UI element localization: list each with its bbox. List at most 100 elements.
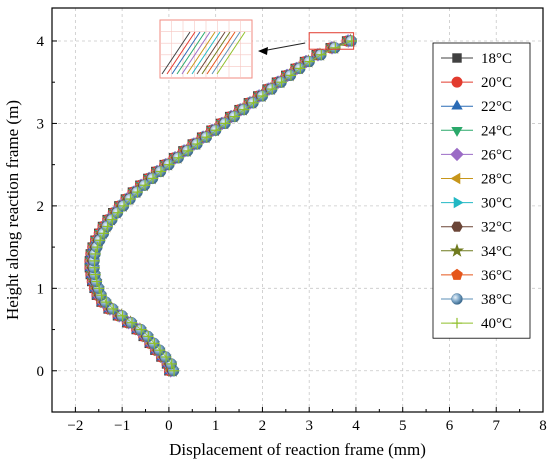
legend-box bbox=[432, 42, 531, 339]
data-point bbox=[257, 90, 269, 102]
data-point bbox=[168, 365, 180, 376]
data-point bbox=[451, 293, 463, 305]
legend-item: 34°C bbox=[441, 243, 512, 260]
data-point bbox=[155, 166, 167, 177]
data-point bbox=[449, 243, 465, 257]
data-point bbox=[451, 127, 463, 137]
data-point bbox=[316, 49, 327, 60]
legend-item: 18°C bbox=[441, 51, 512, 67]
data-point bbox=[229, 111, 241, 122]
y-tick-label: 3 bbox=[37, 116, 45, 132]
inset-series-line bbox=[166, 31, 196, 75]
inset-arrow bbox=[261, 42, 306, 52]
data-point bbox=[295, 63, 306, 74]
data-point bbox=[192, 138, 203, 150]
legend: 18°C 20°C 22°C 24°C 26°C 28°C 30°C 32°C 34°C 36°C… bbox=[432, 42, 531, 339]
x-tick-label: 7 bbox=[492, 418, 500, 434]
legend-item: 30°C bbox=[441, 196, 512, 212]
data-point bbox=[125, 193, 136, 205]
data-point bbox=[450, 147, 464, 162]
data-point bbox=[132, 186, 143, 198]
data-point bbox=[164, 159, 175, 170]
legend-label: 38°C bbox=[481, 292, 512, 308]
data-point bbox=[285, 70, 297, 81]
data-point bbox=[154, 344, 166, 356]
legend-label: 22°C bbox=[481, 99, 512, 115]
legend-item: 32°C bbox=[441, 220, 512, 236]
x-tick-label: 1 bbox=[212, 418, 220, 434]
data-point bbox=[102, 221, 113, 232]
x-tick-label: 5 bbox=[399, 418, 407, 434]
inset-series-line bbox=[171, 31, 201, 75]
ticks: −2 −1 0 1 2 3 4 5 6 7 8 0 1 2 3 4 bbox=[37, 34, 547, 434]
data-point bbox=[98, 228, 110, 239]
y-axis-title: Height along reaction frame (m) bbox=[3, 100, 22, 320]
legend-label: 40°C bbox=[481, 316, 512, 332]
data-point bbox=[220, 118, 231, 129]
data-point bbox=[248, 97, 259, 109]
zoom-inset bbox=[159, 19, 355, 79]
data-point bbox=[166, 358, 177, 370]
y-tick-label: 2 bbox=[37, 199, 45, 215]
legend-item: 38°C bbox=[441, 292, 512, 308]
data-point bbox=[108, 303, 119, 315]
legend-label: 32°C bbox=[481, 220, 512, 236]
inset-series-line bbox=[201, 31, 231, 75]
data-point bbox=[304, 56, 315, 67]
axes-frame bbox=[51, 7, 544, 413]
x-tick-label: 6 bbox=[446, 418, 454, 434]
data-point bbox=[149, 338, 160, 349]
inset-series-line bbox=[191, 31, 221, 75]
legend-item: 20°C bbox=[441, 75, 512, 91]
data-point bbox=[453, 196, 464, 209]
data-point bbox=[136, 324, 147, 335]
data-point bbox=[173, 152, 184, 164]
data-point bbox=[107, 214, 118, 225]
data-point bbox=[92, 241, 103, 253]
legend-label: 26°C bbox=[481, 147, 512, 163]
legend-item: 28°C bbox=[441, 172, 512, 188]
data-point bbox=[91, 276, 103, 287]
series-40c bbox=[89, 35, 357, 376]
data-point bbox=[451, 76, 463, 88]
data-point bbox=[201, 131, 212, 143]
y-tick-label: 4 bbox=[37, 34, 45, 50]
data-point bbox=[147, 173, 159, 184]
inset-series-line bbox=[186, 31, 216, 75]
x-tick-label: −2 bbox=[67, 418, 83, 434]
data-point bbox=[94, 283, 105, 294]
inset-series-line bbox=[176, 31, 206, 75]
legend-label: 24°C bbox=[481, 123, 512, 139]
data-point bbox=[139, 180, 151, 191]
x-tick-label: 0 bbox=[165, 418, 173, 434]
data-point bbox=[112, 207, 124, 218]
data-point bbox=[267, 83, 278, 95]
legend-label: 18°C bbox=[481, 51, 512, 67]
data-point bbox=[126, 317, 138, 328]
y-tick-label: 1 bbox=[37, 281, 45, 297]
legend-label: 30°C bbox=[481, 196, 512, 212]
data-point bbox=[143, 331, 154, 342]
legend-label: 36°C bbox=[481, 268, 512, 284]
legend-item: 26°C bbox=[441, 147, 512, 163]
x-tick-label: 2 bbox=[259, 418, 267, 434]
x-tick-label: −1 bbox=[114, 418, 130, 434]
legend-item: 40°C bbox=[441, 316, 512, 332]
data-point bbox=[118, 200, 130, 212]
data-point bbox=[238, 104, 250, 115]
x-tick-label: 4 bbox=[352, 418, 360, 434]
data-point bbox=[101, 296, 112, 308]
data-point bbox=[160, 351, 172, 363]
data-point bbox=[90, 269, 101, 280]
inset-arrow-head bbox=[258, 47, 268, 55]
inset-series-line bbox=[161, 31, 191, 75]
data-point bbox=[117, 310, 128, 321]
legend-label: 28°C bbox=[481, 172, 512, 188]
inset-series-line bbox=[216, 31, 246, 75]
x-tick-label: 8 bbox=[539, 418, 547, 434]
x-tick-label: 3 bbox=[305, 418, 313, 434]
data-point bbox=[90, 248, 101, 260]
data-point bbox=[452, 53, 462, 63]
inset-series-line bbox=[196, 31, 226, 75]
plot-area bbox=[51, 7, 544, 413]
